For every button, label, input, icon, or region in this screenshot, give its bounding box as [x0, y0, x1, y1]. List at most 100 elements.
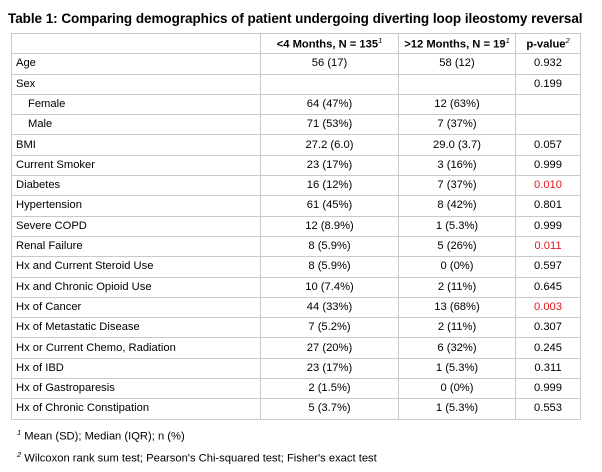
cell-over-12-months: 29.0 (3.7)	[398, 134, 516, 156]
cell-over-12-months	[398, 73, 516, 95]
cell-under-4-months: 64 (47%)	[260, 93, 399, 116]
row-label: Severe COPD	[11, 215, 261, 237]
cell-over-12-months: 1 (5.3%)	[398, 215, 516, 237]
cell-under-4-months: 27.2 (6.0)	[260, 134, 399, 156]
cell-over-12-months: 0 (0%)	[398, 256, 516, 278]
cell-p-value: 0.011	[515, 235, 581, 258]
cell-under-4-months: 7 (5.2%)	[260, 317, 399, 339]
cell-under-4-months: 71 (53%)	[260, 114, 399, 136]
cell-p-value: 0.307	[515, 317, 581, 339]
row-label: Hx of Cancer	[11, 296, 261, 319]
cell-p-value: 0.245	[515, 337, 581, 359]
table-row: Current Smoker 23 (17%) 3 (16%) 0.999	[11, 154, 581, 177]
header-over-12-months: >12 Months, N = 191	[398, 32, 516, 55]
header-label-cell	[11, 32, 261, 55]
row-label: Hx and Chronic Opioid Use	[11, 276, 261, 298]
cell-p-value: 0.999	[515, 154, 581, 177]
row-label: BMI	[11, 134, 261, 156]
cell-over-12-months: 6 (32%)	[398, 337, 516, 359]
cell-under-4-months: 12 (8.9%)	[260, 215, 399, 237]
cell-over-12-months: 3 (16%)	[398, 154, 516, 177]
cell-under-4-months: 44 (33%)	[260, 296, 399, 319]
table-row: Hx or Current Chemo, Radiation 27 (20%) 6 …	[11, 337, 581, 359]
footnotes: 1 Mean (SD); Median (IQR); n (%) 2 Wilco…	[17, 424, 377, 467]
row-label: Hx of Gastroparesis	[11, 378, 261, 400]
cell-over-12-months: 2 (11%)	[398, 276, 516, 298]
table-row: Hx of IBD 23 (17%) 1 (5.3%) 0.311	[11, 357, 581, 380]
table-header-row: <4 Months, N = 1351 >12 Months, N = 191 …	[11, 32, 581, 55]
table-row: Hx and Current Steroid Use 8 (5.9%) 0 (0%)…	[11, 256, 581, 278]
row-label: Sex	[11, 73, 261, 95]
cell-under-4-months: 56 (17)	[260, 53, 399, 75]
row-label: Hx of Metastatic Disease	[11, 317, 261, 339]
header-p-value: p-value2	[515, 32, 581, 55]
cell-p-value	[515, 93, 581, 116]
row-label: Renal Failure	[11, 235, 261, 258]
table-row: Severe COPD 12 (8.9%) 1 (5.3%) 0.999	[11, 215, 581, 237]
cell-over-12-months: 13 (68%)	[398, 296, 516, 319]
row-label: Age	[11, 53, 261, 75]
cell-over-12-months: 1 (5.3%)	[398, 357, 516, 380]
cell-over-12-months: 8 (42%)	[398, 195, 516, 217]
table-row: Sex 0.199	[11, 73, 581, 95]
cell-p-value: 0.932	[515, 53, 581, 75]
cell-p-value: 0.010	[515, 175, 581, 197]
footnote-2: 2 Wilcoxon rank sum test; Pearson's Chi-…	[17, 449, 377, 465]
cell-p-value: 0.199	[515, 73, 581, 95]
cell-over-12-months: 7 (37%)	[398, 175, 516, 197]
cell-over-12-months: 2 (11%)	[398, 317, 516, 339]
cell-over-12-months: 5 (26%)	[398, 235, 516, 258]
cell-over-12-months: 12 (63%)	[398, 93, 516, 116]
cell-under-4-months	[260, 73, 399, 95]
cell-under-4-months: 5 (3.7%)	[260, 398, 399, 420]
row-label: Hx of Chronic Constipation	[11, 398, 261, 420]
demographics-table: <4 Months, N = 1351 >12 Months, N = 191 …	[11, 32, 581, 420]
cell-p-value: 0.645	[515, 276, 581, 298]
table-row: Female 64 (47%) 12 (63%)	[11, 93, 581, 116]
cell-under-4-months: 8 (5.9%)	[260, 256, 399, 278]
table-row: Hx of Chronic Constipation 5 (3.7%) 1 (5.3…	[11, 398, 581, 420]
header-under-4-months: <4 Months, N = 1351	[260, 32, 399, 55]
table-row: Hypertension 61 (45%) 8 (42%) 0.801	[11, 195, 581, 217]
cell-under-4-months: 23 (17%)	[260, 154, 399, 177]
cell-p-value: 0.057	[515, 134, 581, 156]
table-row: Renal Failure 8 (5.9%) 5 (26%) 0.011	[11, 235, 581, 258]
cell-over-12-months: 1 (5.3%)	[398, 398, 516, 420]
table-row: Hx of Metastatic Disease 7 (5.2%) 2 (11%) 0…	[11, 317, 581, 339]
row-label: Diabetes	[11, 175, 261, 197]
cell-under-4-months: 61 (45%)	[260, 195, 399, 217]
cell-under-4-months: 8 (5.9%)	[260, 235, 399, 258]
cell-over-12-months: 7 (37%)	[398, 114, 516, 136]
cell-p-value: 0.801	[515, 195, 581, 217]
cell-under-4-months: 23 (17%)	[260, 357, 399, 380]
cell-p-value: 0.597	[515, 256, 581, 278]
cell-p-value	[515, 114, 581, 136]
table-row: Age 56 (17) 58 (12) 0.932	[11, 53, 581, 75]
table-title: Table 1: Comparing demographics of patie…	[8, 11, 583, 26]
row-label: Current Smoker	[11, 154, 261, 177]
cell-under-4-months: 16 (12%)	[260, 175, 399, 197]
cell-under-4-months: 10 (7.4%)	[260, 276, 399, 298]
row-label: Hx and Current Steroid Use	[11, 256, 261, 278]
cell-p-value: 0.311	[515, 357, 581, 380]
row-label: Male	[11, 114, 261, 136]
cell-over-12-months: 0 (0%)	[398, 378, 516, 400]
row-label: Female	[11, 93, 261, 116]
row-label: Hypertension	[11, 195, 261, 217]
row-label: Hx or Current Chemo, Radiation	[11, 337, 261, 359]
cell-p-value: 0.999	[515, 215, 581, 237]
table-row: Hx of Cancer 44 (33%) 13 (68%) 0.003	[11, 296, 581, 319]
table-row: Hx and Chronic Opioid Use 10 (7.4%) 2 (11%…	[11, 276, 581, 298]
table-row: Diabetes 16 (12%) 7 (37%) 0.010	[11, 175, 581, 197]
cell-under-4-months: 27 (20%)	[260, 337, 399, 359]
table-body: Age 56 (17) 58 (12) 0.932 Sex 0.199 Female 64 (…	[11, 53, 581, 420]
table-row: Hx of Gastroparesis 2 (1.5%) 0 (0%) 0.999	[11, 378, 581, 400]
table-row: Male 71 (53%) 7 (37%)	[11, 114, 581, 136]
row-label: Hx of IBD	[11, 357, 261, 380]
cell-p-value: 0.999	[515, 378, 581, 400]
footnote-1: 1 Mean (SD); Median (IQR); n (%)	[17, 428, 185, 443]
table-row: BMI 27.2 (6.0) 29.0 (3.7) 0.057	[11, 134, 581, 156]
cell-over-12-months: 58 (12)	[398, 53, 516, 75]
cell-p-value: 0.003	[515, 296, 581, 319]
cell-p-value: 0.553	[515, 398, 581, 420]
